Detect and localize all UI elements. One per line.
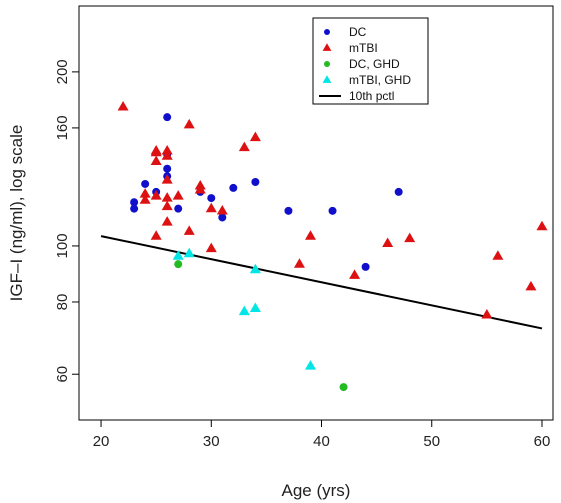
y-tick-label: 60	[54, 366, 71, 383]
mtbi-point	[117, 100, 129, 111]
dc-point	[163, 113, 172, 122]
legend-box	[312, 17, 429, 105]
x-tick-label: 40	[313, 433, 330, 450]
dc-point	[174, 204, 183, 213]
reference-line-10th-pctl	[100, 235, 543, 330]
dc-point	[218, 213, 227, 222]
dc-point	[251, 177, 260, 186]
mtbi-point	[150, 146, 162, 157]
mtbi-ghd-point	[172, 250, 184, 260]
mtbi-point	[382, 237, 394, 248]
mtbi-point	[161, 150, 173, 160]
mtbi-point	[216, 204, 228, 215]
legend-label-mtbi: mTBI	[349, 41, 378, 55]
y-tick-label: 200	[54, 59, 71, 84]
mtbi-point	[492, 250, 504, 260]
mtbi-point	[161, 145, 173, 155]
y-tick-label: 100	[54, 233, 71, 258]
dc-point	[328, 206, 337, 215]
mtbi-point	[194, 184, 206, 194]
mtbi-point	[249, 131, 261, 142]
mtbi-point	[349, 269, 361, 279]
dc-point	[207, 194, 216, 203]
dc-point	[130, 198, 139, 207]
x-axis-title: Age (yrs)	[282, 481, 351, 500]
axes-layer: 20 30 40 50 60 60 80 100 160 200 Age (yrs) IGF–I (n…	[7, 5, 554, 500]
mtbi-point	[536, 220, 548, 231]
dc-point	[163, 164, 172, 173]
mtbi-point	[150, 155, 162, 166]
dc-ghd-point	[174, 260, 183, 269]
mtbi-point	[139, 194, 151, 204]
legend-marker-dc-ghd	[324, 61, 330, 67]
y-tick-label: 160	[54, 115, 71, 140]
mtbi-point	[172, 190, 184, 200]
x-tick-label: 50	[423, 433, 440, 450]
y-axis-title: IGF–I (ng/ml), log scale	[7, 125, 26, 302]
x-tick-label: 20	[93, 433, 110, 450]
legend-label-dc: DC	[349, 25, 367, 39]
mtbi-point	[150, 190, 162, 200]
mtbi-point	[161, 174, 173, 184]
mtbi-point	[205, 242, 217, 253]
mtbi-point	[161, 216, 173, 226]
mtbi-ghd-point	[304, 360, 316, 370]
x-tick-label: 30	[203, 433, 220, 450]
mtbi-point	[183, 118, 195, 129]
legend-marker-mtbi	[322, 43, 332, 51]
legend-label-10th-pctl: 10th pctl	[349, 89, 394, 103]
mtbi-point	[293, 258, 305, 268]
mtbi-ghd-point	[183, 247, 195, 258]
y-tick-label: 80	[54, 294, 71, 311]
mtbi-ghd-point	[249, 302, 261, 312]
mtbi-point	[404, 232, 416, 243]
mtbi-point	[139, 188, 151, 198]
dc-ghd-point	[339, 383, 348, 392]
mtbi-point	[304, 230, 316, 240]
mtbi-point	[183, 225, 195, 235]
legend-label-mtbi-ghd: mTBI, GHD	[349, 73, 411, 87]
legend: DC mTBI DC, GHD mTBI, GHD 10th pctl	[312, 17, 429, 105]
dc-point	[229, 183, 238, 192]
mtbi-ghd-point	[238, 305, 250, 316]
mtbi-point	[525, 280, 537, 291]
mtbi-point	[238, 141, 250, 152]
legend-marker-mtbi-ghd	[322, 75, 332, 83]
mtbi-point	[161, 200, 173, 211]
dc-point	[394, 187, 403, 196]
plot-frame	[78, 5, 554, 421]
mtbi-point	[481, 308, 493, 319]
mtbi-point	[161, 192, 173, 202]
legend-label-dc-ghd: DC, GHD	[349, 57, 400, 71]
dc-point	[141, 179, 150, 188]
x-tick-label: 60	[534, 433, 551, 450]
dc-point	[284, 206, 293, 215]
mtbi-point	[150, 230, 162, 240]
dc-point	[361, 262, 370, 271]
legend-marker-dc	[324, 29, 330, 35]
dc-point	[130, 204, 139, 213]
mtbi-point	[205, 202, 217, 213]
mtbi-ghd-point	[249, 263, 261, 274]
plot-layer	[100, 100, 548, 392]
